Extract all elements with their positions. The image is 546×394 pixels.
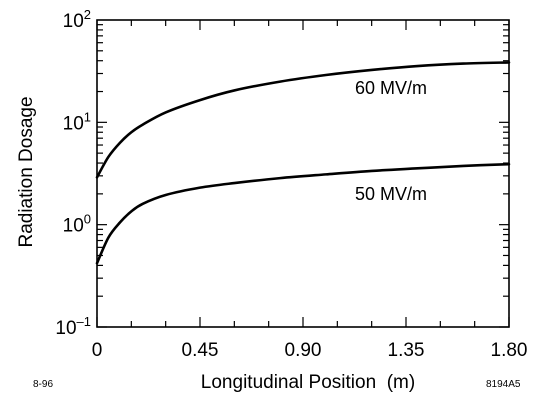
corner-label-left: 8-96 <box>33 379 53 390</box>
y-tick-label: 102 <box>63 7 91 32</box>
curves-layer <box>95 61 511 265</box>
x-axis-label: Longitudinal Position (m) <box>201 372 415 393</box>
corner-label-right: 8194A5 <box>486 379 521 390</box>
x-tick-label: 0.90 <box>285 340 322 361</box>
x-tick-label: 0 <box>92 340 103 361</box>
y-axis-label: Radiation Dosage <box>16 96 37 247</box>
labels-layer: 0 0.45 0.90 1.35 1.80 102 101 100 10–1 <box>55 7 527 361</box>
plot-frame <box>96 19 510 328</box>
series-line-0 <box>95 61 511 179</box>
y-tick-label: 10–1 <box>55 314 91 339</box>
series-line-1 <box>95 162 511 265</box>
y-tick-label: 101 <box>63 109 91 134</box>
annotation-60mv: 60 MV/m <box>355 78 427 98</box>
x-tick-label: 1.80 <box>491 340 528 361</box>
x-tick-label: 1.35 <box>388 340 425 361</box>
ticks-layer <box>96 20 510 328</box>
x-tick-label: 0.45 <box>182 340 219 361</box>
y-tick-label: 100 <box>63 212 91 237</box>
annotation-50mv: 50 MV/m <box>355 184 427 204</box>
